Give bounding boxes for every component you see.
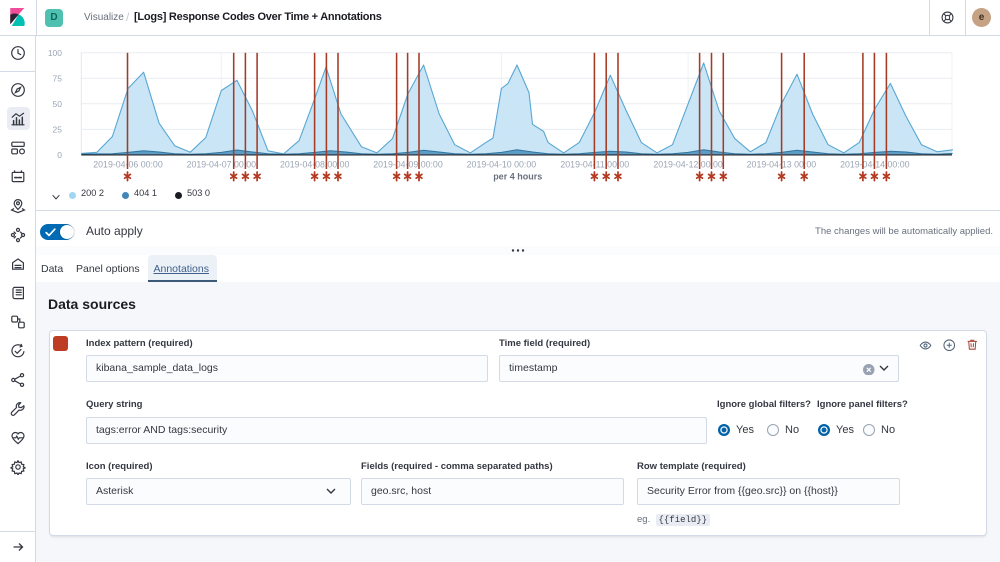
svg-text:75: 75 [53, 73, 63, 83]
svg-text:per 4 hours: per 4 hours [493, 172, 542, 182]
svg-text:2019-04-12 00:00: 2019-04-12 00:00 [653, 160, 723, 170]
svg-text:0: 0 [57, 150, 62, 160]
svg-text:50: 50 [53, 99, 63, 109]
svg-text:100: 100 [48, 48, 62, 58]
svg-text:25: 25 [53, 124, 63, 134]
svg-text:2019-04-07 00:00: 2019-04-07 00:00 [187, 160, 257, 170]
svg-text:2019-04-10 00:00: 2019-04-10 00:00 [467, 160, 537, 170]
